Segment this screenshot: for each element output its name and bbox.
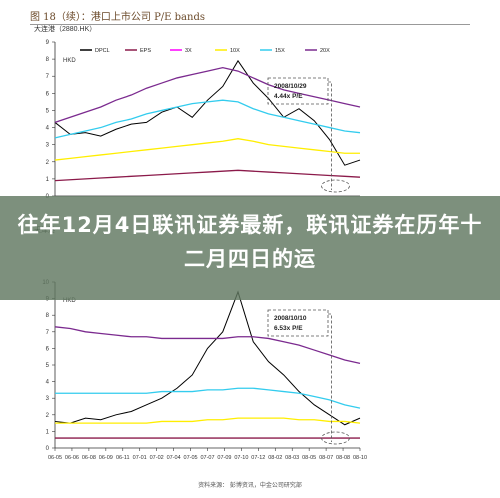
annotation-callout [328,81,332,190]
legend-label-15x: 15X [275,48,285,54]
x-tick-label: 07-12 [251,455,265,461]
y-tick-label: 2 [46,160,50,166]
annotation-pe: 4.44x P/E [274,93,303,100]
series-line-10x [55,417,361,424]
chart-panel-1: 大连港（2880.HK）HKD01234567892008/10/294.44x… [34,24,361,200]
x-tick-label: 08-05 [302,455,316,461]
y-tick-label: 8 [46,313,50,319]
series-line-20x [54,326,361,364]
y-tick-label: 4 [46,126,50,132]
headline-banner: 往年12月4日联讯证券最新，联讯证券在历年十二月四日的运 [0,196,500,300]
y-tick-label: 1 [46,429,50,435]
x-tick-label: 07-10 [234,455,248,461]
x-tick-label: 06-08 [82,455,96,461]
annotation-callout [328,313,332,442]
y-tick-label: 1 [46,177,50,183]
y-tick-label: 5 [46,108,50,114]
y-axis-label: HKD [63,58,76,64]
series-line-dpcl [54,290,361,426]
y-axis-label: HKD [63,298,76,304]
headline-text: 往年12月4日联讯证券最新，联讯证券在历年十二月四日的运 [17,213,483,271]
legend-label-20x: 20X [320,48,330,54]
annotation-low-circle [321,179,350,193]
series-line-10x [54,138,360,161]
annotation-low-circle [321,431,350,445]
annotation-pe: 6.53x P/E [274,325,303,332]
chart-panel-2: 天津港HKD01234567891006-0506-0606-0806-0906… [34,225,367,461]
series-line-20x [54,67,361,124]
y-tick-label: 7 [46,74,50,80]
legend-label-3x: 3X [185,48,192,54]
x-tick-label: 08-10 [353,455,367,461]
series-line-15x [55,387,361,409]
y-tick-label: 0 [46,446,50,452]
x-tick-label: 06-06 [65,455,79,461]
y-tick-label: 6 [46,91,50,97]
y-tick-label: 3 [46,396,50,402]
y-tick-label: 4 [46,380,50,386]
x-tick-label: 07-07 [200,455,214,461]
y-tick-label: 9 [46,40,50,46]
legend-label-eps: EPS [140,48,151,54]
y-tick-label: 8 [46,57,50,63]
y-tick-label: 6 [46,346,50,352]
x-tick-label: 07-05 [184,455,198,461]
legend-label-10x: 10X [230,48,240,54]
y-tick-label: 7 [46,330,50,336]
series-line-dpcl [54,59,361,166]
x-tick-label: 07-02 [150,455,164,461]
y-tick-label: 3 [46,143,50,149]
title-rule [30,24,470,25]
annotation-date: 2008/10/29 [274,83,307,90]
y-tick-label: 5 [46,363,50,369]
x-tick-label: 07-04 [167,455,181,461]
annotation-box [267,309,329,337]
x-tick-label: 06-09 [99,455,113,461]
figure-title: 图 18（续）：港口上市公司 P/E bands [30,12,205,23]
series-line-eps [54,169,361,182]
x-tick-label: 08-08 [336,455,350,461]
y-tick-label: 2 [46,413,50,419]
series-line-15x [54,99,361,139]
x-tick-label: 08-07 [319,455,333,461]
x-tick-label: 07-01 [133,455,147,461]
x-tick-label: 08-02 [268,455,282,461]
x-tick-label: 08-03 [285,455,299,461]
x-tick-label: 06-05 [48,455,62,461]
annotation-box [267,77,329,105]
footer-source: 资料来源： 彭博资讯，中金公司研究部 [198,483,302,489]
annotation-date: 2008/10/10 [274,315,307,322]
stock-label: 大连港（2880.HK） [34,24,96,33]
x-tick-label: 07-09 [217,455,231,461]
x-tick-label: 06-11 [116,455,130,461]
legend-label-dpcl: DPCL [95,48,110,54]
